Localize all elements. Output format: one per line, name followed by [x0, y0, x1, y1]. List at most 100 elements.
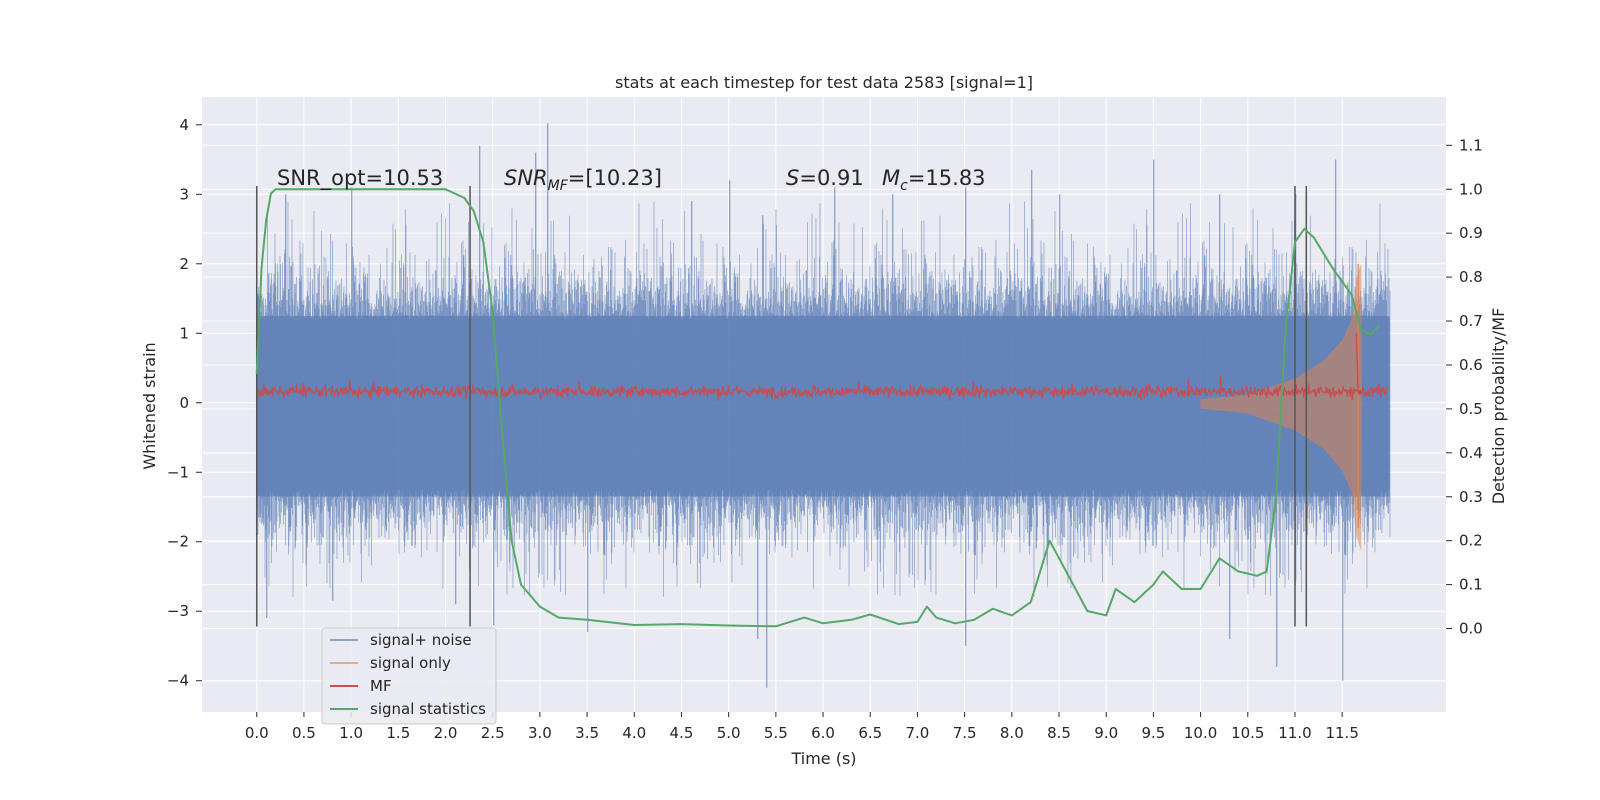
legend-label-signal-statistics: signal statistics — [370, 700, 486, 718]
noise-sample — [369, 317, 370, 538]
noise-sample — [570, 309, 572, 498]
noise-sample — [869, 303, 870, 491]
noise-sample — [262, 317, 264, 519]
noise-sample — [794, 315, 796, 518]
noise-sample — [391, 263, 393, 501]
noise-sample — [564, 319, 565, 494]
noise-sample — [1007, 304, 1009, 531]
noise-sample — [287, 313, 288, 498]
noise-sample — [357, 318, 358, 500]
noise-sample — [883, 306, 885, 525]
noise-sample — [277, 263, 278, 496]
noise-sample — [1114, 309, 1115, 517]
noise-sample — [1017, 248, 1018, 514]
noise-sample — [572, 289, 573, 528]
noise-sample — [1065, 315, 1066, 507]
noise-sample — [1205, 315, 1207, 504]
noise-sample — [478, 317, 480, 497]
noise-sample — [774, 315, 776, 553]
noise-sample — [1175, 302, 1177, 495]
noise-sample — [323, 285, 324, 538]
noise-sample — [1381, 274, 1382, 491]
noise-sample — [975, 295, 976, 556]
noise-sample — [986, 311, 988, 511]
noise-sample — [722, 246, 724, 491]
noise-sample — [804, 317, 806, 494]
noise-sample — [1063, 311, 1065, 498]
noise-sample — [561, 288, 563, 511]
noise-sample — [635, 285, 637, 499]
noise-sample — [642, 300, 644, 519]
noise-sample — [785, 282, 787, 545]
noise-sample — [531, 228, 533, 529]
annotation-mc-sub: c — [900, 178, 908, 194]
noise-sample — [714, 317, 716, 502]
noise-sample — [1167, 260, 1168, 507]
noise-sample — [586, 291, 588, 506]
noise-sample — [1363, 287, 1365, 508]
noise-sample — [1037, 315, 1039, 491]
legend: signal+ noise signal only MF signal stat… — [321, 627, 497, 725]
noise-sample — [314, 303, 315, 538]
noise-sample — [1038, 300, 1040, 506]
noise-sample — [421, 290, 422, 558]
noise-sample — [263, 297, 264, 526]
noise-sample — [867, 309, 869, 568]
noise-sample — [1075, 310, 1077, 529]
noise-sample — [958, 318, 960, 492]
noise-sample — [1189, 292, 1190, 508]
x-tick-label: 4.5 — [670, 724, 694, 742]
noise-sample — [678, 267, 679, 509]
noise-sample — [848, 288, 850, 587]
noise-sample — [805, 270, 807, 495]
noise-sample — [891, 292, 893, 512]
noise-sample — [914, 302, 916, 518]
noise-sample — [1240, 266, 1241, 493]
noise-sample — [819, 203, 821, 498]
noise-sample — [1016, 286, 1017, 507]
noise-sample — [408, 305, 410, 515]
noise-sample — [528, 298, 529, 511]
noise-sample — [898, 285, 899, 505]
noise-sample — [1203, 240, 1205, 530]
noise-sample — [617, 299, 619, 512]
noise-sample — [1026, 304, 1027, 495]
annotation-snr-mf-value: =[10.23] — [568, 166, 662, 190]
noise-sample — [491, 227, 493, 506]
noise-sample — [675, 310, 677, 523]
x-tick-label: 2.0 — [434, 724, 458, 742]
noise-sample — [809, 305, 811, 516]
noise-sample — [1025, 307, 1026, 502]
noise-sample — [974, 309, 976, 555]
noise-sample — [494, 279, 496, 531]
noise-sample — [610, 270, 611, 496]
noise-sample — [1270, 292, 1271, 596]
noise-sample — [880, 310, 881, 572]
noise-sample — [1091, 299, 1093, 527]
noise-sample — [1098, 318, 1099, 500]
noise-sample — [969, 277, 971, 491]
noise-sample — [1250, 315, 1251, 563]
noise-sample — [724, 264, 725, 513]
noise-sample — [505, 243, 507, 530]
noise-sample — [406, 303, 408, 523]
noise-sample — [426, 305, 428, 551]
noise-sample — [763, 223, 764, 512]
noise-sample — [914, 300, 915, 588]
noise-sample — [262, 300, 263, 523]
noise-sample — [1180, 296, 1182, 500]
noise-sample — [590, 317, 592, 526]
noise-sample — [968, 312, 970, 495]
noise-sample — [265, 311, 267, 530]
noise-sample — [772, 313, 773, 493]
noise-sample — [431, 308, 433, 511]
noise-sample — [667, 306, 669, 494]
noise-sample — [316, 293, 317, 508]
noise-sample — [1000, 312, 1002, 509]
noise-sample — [972, 265, 974, 522]
noise-sample — [573, 313, 575, 510]
noise-sample — [1120, 316, 1122, 515]
noise-sample — [1045, 316, 1047, 515]
noise-sample — [441, 213, 442, 507]
noise-sample — [555, 263, 557, 494]
